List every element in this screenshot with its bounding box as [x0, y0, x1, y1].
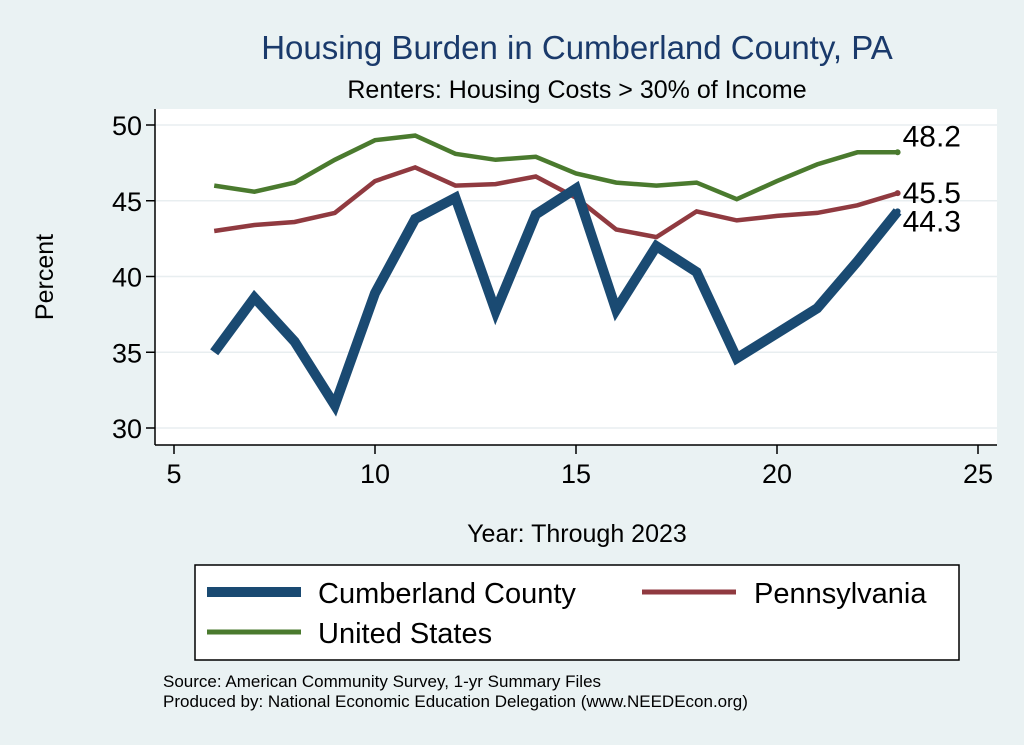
legend-label-cumberland: Cumberland County [318, 578, 576, 610]
legend-box [194, 564, 960, 661]
x-tick-label: 25 [963, 459, 993, 489]
end-labels: 44.345.5 48.2 [903, 120, 961, 238]
chart-subtitle: Renters: Housing Costs > 30% of Income [347, 76, 806, 104]
x-tick-label: 5 [166, 459, 181, 489]
x-tick-label: 15 [561, 459, 591, 489]
series-line-cumberland [210, 180, 902, 417]
end-label-pennsylvania: 45.5 [903, 177, 961, 210]
y-axis-title: Percent [31, 234, 59, 320]
x-tick-label: 20 [762, 459, 792, 489]
y-tick-label: 35 [112, 338, 142, 368]
legend: Cumberland County Pennsylvania United St… [194, 564, 960, 661]
x-tick-label: 10 [360, 459, 390, 489]
y-tick-label: 30 [112, 414, 142, 444]
source-note: Source: American Community Survey, 1-yr … [163, 672, 601, 691]
y-tick-label: 50 [112, 111, 142, 141]
x-axis-title: Year: Through 2023 [467, 520, 687, 548]
series-lines [210, 133, 902, 417]
series-line-united-states [213, 133, 898, 202]
y-tick-label: 40 [112, 263, 142, 293]
legend-label-pennsylvania: Pennsylvania [754, 578, 927, 610]
series-line-pennsylvania [213, 164, 899, 240]
series-end-point-pennsylvania [894, 190, 901, 197]
chart-title: Housing Burden in Cumberland County, PA [261, 29, 893, 66]
series-end-point-cumberland [894, 208, 901, 215]
series-end-point-united-states [894, 149, 901, 156]
y-tick-label: 45 [112, 187, 142, 217]
axes: 30 35 40 45 50 5 10 15 20 25 [112, 109, 997, 489]
legend-label-united-states: United States [318, 618, 492, 650]
end-label-united-states: 48.2 [903, 120, 961, 153]
producer-note: Produced by: National Economic Education… [163, 692, 748, 711]
end-label-cumberland: 44.3 [903, 205, 961, 238]
